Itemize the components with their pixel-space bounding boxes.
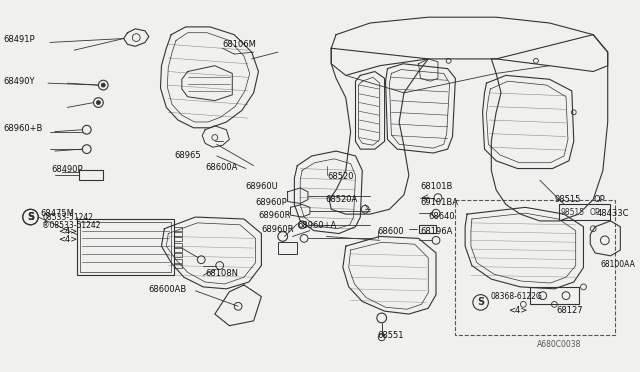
- Text: 08368-6122G: 08368-6122G: [490, 292, 542, 301]
- Bar: [174, 237, 182, 241]
- Text: 68960U: 68960U: [246, 182, 278, 191]
- Text: 68101B: 68101B: [420, 182, 453, 191]
- Circle shape: [101, 83, 105, 87]
- Text: 68600A: 68600A: [205, 163, 237, 172]
- Text: 68600: 68600: [378, 227, 404, 236]
- Text: 68640: 68640: [428, 212, 455, 221]
- Text: 68106M: 68106M: [223, 41, 257, 49]
- Text: A680C0038: A680C0038: [537, 340, 582, 349]
- Text: 68100AA: 68100AA: [601, 260, 636, 269]
- Text: 68551: 68551: [378, 331, 404, 340]
- Bar: [174, 264, 182, 268]
- Bar: [456, 200, 616, 336]
- Text: 68108N: 68108N: [205, 269, 238, 278]
- Text: 98515: 98515: [560, 208, 584, 217]
- Text: 68475M: 68475M: [40, 209, 74, 218]
- Circle shape: [97, 101, 100, 105]
- Bar: [77, 219, 174, 275]
- Text: <4>: <4>: [508, 306, 527, 315]
- Text: 48433C: 48433C: [597, 209, 630, 218]
- Bar: [419, 225, 436, 232]
- Text: 08533-51242: 08533-51242: [42, 213, 93, 222]
- Text: 68196A: 68196A: [420, 227, 453, 236]
- Text: 68520: 68520: [327, 172, 354, 182]
- Text: OP: OP: [589, 208, 600, 217]
- Text: ®08533-51242: ®08533-51242: [42, 221, 100, 230]
- Text: <4>: <4>: [58, 227, 77, 236]
- Bar: [174, 248, 182, 252]
- Bar: [174, 232, 182, 236]
- Bar: [278, 242, 298, 254]
- Text: <4>: <4>: [58, 234, 77, 244]
- Text: 69101BA: 69101BA: [420, 198, 458, 206]
- Text: OP: OP: [593, 195, 605, 204]
- Bar: [174, 243, 182, 247]
- Bar: [559, 205, 610, 220]
- Text: 68600AB: 68600AB: [149, 285, 187, 294]
- Text: 68490P: 68490P: [52, 165, 83, 174]
- Bar: [530, 287, 579, 304]
- Text: 68490Y: 68490Y: [3, 77, 35, 86]
- Bar: [174, 227, 182, 231]
- Text: 68965: 68965: [174, 151, 201, 160]
- Bar: [80, 222, 171, 272]
- Text: 68960+A: 68960+A: [298, 221, 337, 230]
- Text: 68960+B: 68960+B: [3, 124, 43, 133]
- Text: 68127: 68127: [556, 306, 583, 315]
- Bar: [174, 253, 182, 257]
- Text: 68960P: 68960P: [255, 198, 287, 206]
- Text: 68491P: 68491P: [3, 35, 35, 44]
- Bar: [174, 259, 182, 263]
- Text: S: S: [477, 298, 484, 307]
- Text: 98515: 98515: [554, 195, 580, 204]
- Bar: [79, 170, 103, 180]
- Text: 68960R: 68960R: [261, 225, 294, 234]
- Text: S: S: [27, 212, 34, 222]
- Text: 68520A: 68520A: [325, 195, 358, 204]
- Text: S: S: [27, 212, 34, 222]
- Text: 68960R: 68960R: [259, 211, 291, 220]
